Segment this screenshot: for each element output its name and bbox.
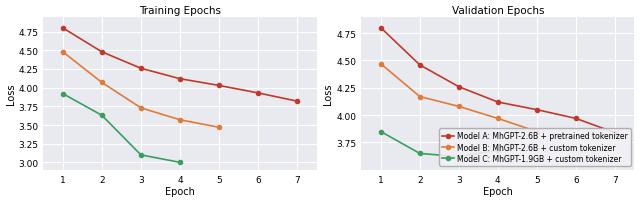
Model A: MhGPT-2.6B + pretrained tokenizer: (3, 4.26): MhGPT-2.6B + pretrained tokenizer: (3, 4…	[455, 86, 463, 88]
Model B: MhGPT-2.6B + custom tokenizer: (4, 3.97): MhGPT-2.6B + custom tokenizer: (4, 3.97)	[494, 118, 502, 120]
Model C: MhGPT-1.9GB + custom tokenizer: (2, 3.65): MhGPT-1.9GB + custom tokenizer: (2, 3.65…	[416, 153, 424, 155]
Legend: Model A: MhGPT-2.6B + pretrained tokenizer, Model B: MhGPT-2.6B + custom tokeniz: Model A: MhGPT-2.6B + pretrained tokeniz…	[439, 129, 630, 166]
Model A: MhGPT-2.6B + pretrained tokenizer: (2, 4.46): MhGPT-2.6B + pretrained tokenizer: (2, 4…	[416, 64, 424, 67]
X-axis label: Epoch: Epoch	[483, 186, 513, 197]
X-axis label: Epoch: Epoch	[165, 186, 195, 197]
Title: Training Epochs: Training Epochs	[139, 5, 221, 16]
Model B: MhGPT-2.6B + custom tokenizer: (2, 4.17): MhGPT-2.6B + custom tokenizer: (2, 4.17)	[416, 96, 424, 98]
Model C: MhGPT-1.9GB + custom tokenizer: (1, 3.85): MhGPT-1.9GB + custom tokenizer: (1, 3.85…	[377, 131, 385, 133]
Y-axis label: Loss: Loss	[323, 83, 333, 104]
Model A: MhGPT-2.6B + pretrained tokenizer: (7, 3.84): MhGPT-2.6B + pretrained tokenizer: (7, 3…	[611, 132, 619, 134]
Model B: MhGPT-2.6B + custom tokenizer: (5, 3.85): MhGPT-2.6B + custom tokenizer: (5, 3.85)	[533, 131, 541, 133]
Model B: MhGPT-2.6B + custom tokenizer: (1, 4.47): MhGPT-2.6B + custom tokenizer: (1, 4.47)	[377, 63, 385, 66]
Line: Model B: MhGPT-2.6B + custom tokenizer: Model B: MhGPT-2.6B + custom tokenizer	[379, 62, 539, 134]
Model A: MhGPT-2.6B + pretrained tokenizer: (5, 4.05): MhGPT-2.6B + pretrained tokenizer: (5, 4…	[533, 109, 541, 111]
Title: Validation Epochs: Validation Epochs	[452, 5, 544, 16]
Model A: MhGPT-2.6B + pretrained tokenizer: (6, 3.97): MhGPT-2.6B + pretrained tokenizer: (6, 3…	[572, 118, 580, 120]
Model A: MhGPT-2.6B + pretrained tokenizer: (4, 4.12): MhGPT-2.6B + pretrained tokenizer: (4, 4…	[494, 101, 502, 104]
Model B: MhGPT-2.6B + custom tokenizer: (3, 4.08): MhGPT-2.6B + custom tokenizer: (3, 4.08)	[455, 106, 463, 108]
Model C: MhGPT-1.9GB + custom tokenizer: (3, 3.62): MhGPT-1.9GB + custom tokenizer: (3, 3.62…	[455, 156, 463, 158]
Model C: MhGPT-1.9GB + custom tokenizer: (4, 3.68): MhGPT-1.9GB + custom tokenizer: (4, 3.68…	[494, 149, 502, 152]
Line: Model A: MhGPT-2.6B + pretrained tokenizer: Model A: MhGPT-2.6B + pretrained tokeniz…	[379, 26, 617, 135]
Line: Model C: MhGPT-1.9GB + custom tokenizer: Model C: MhGPT-1.9GB + custom tokenizer	[379, 130, 500, 159]
Y-axis label: Loss: Loss	[6, 83, 15, 104]
Model A: MhGPT-2.6B + pretrained tokenizer: (1, 4.8): MhGPT-2.6B + pretrained tokenizer: (1, 4…	[377, 27, 385, 30]
